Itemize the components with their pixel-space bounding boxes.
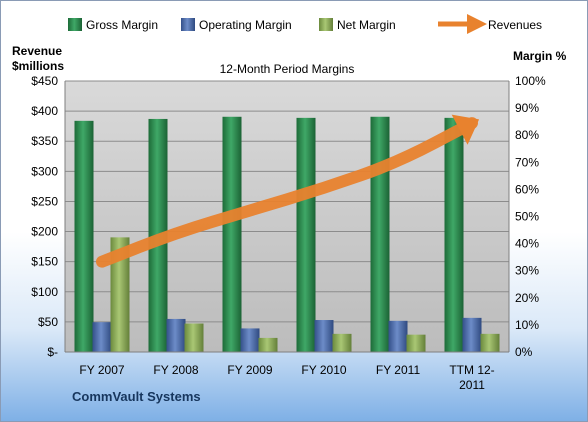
y-right-tick-label: 90% xyxy=(515,101,539,115)
y-left-tick-label: $400 xyxy=(31,104,58,118)
y-right-tick-label: 40% xyxy=(515,237,539,251)
y-right-tick-label: 80% xyxy=(515,128,539,142)
chart-title: 12-Month Period Margins xyxy=(220,62,355,76)
y-left-axis-label-line-1: Revenue xyxy=(12,44,62,58)
legend-label-net-margin: Net Margin xyxy=(337,18,396,32)
y-right-axis-label: Margin % xyxy=(513,49,567,63)
bar-operating-margin xyxy=(462,317,482,352)
bar-gross-margin xyxy=(74,120,94,352)
company-name: CommVault Systems xyxy=(72,389,201,404)
plot-area xyxy=(65,81,509,352)
legend-swatch-gross-margin xyxy=(68,18,82,31)
bar-operating-margin xyxy=(388,320,408,352)
x-category-label: FY 2008 xyxy=(153,363,198,377)
bar-net-margin xyxy=(480,333,500,352)
revenues-arrowhead xyxy=(451,114,480,145)
x-category-label: 2011 xyxy=(459,378,485,392)
bar-gross-margin xyxy=(222,116,242,352)
legend-label-operating-margin: Operating Margin xyxy=(199,18,292,32)
y-right-tick-label: 30% xyxy=(515,264,539,278)
bar-gross-margin xyxy=(296,117,316,352)
y-right-tick-label: 70% xyxy=(515,155,539,169)
y-left-tick-label: $150 xyxy=(31,255,58,269)
bar-operating-margin xyxy=(314,320,334,352)
bar-gross-margin xyxy=(370,116,390,352)
y-left-tick-label: $450 xyxy=(31,74,58,88)
x-category-label: FY 2007 xyxy=(79,363,124,377)
y-left-tick-label: $- xyxy=(47,345,58,359)
bar-net-margin xyxy=(184,323,204,352)
bar-net-margin xyxy=(258,337,278,352)
y-right-tick-label: 50% xyxy=(515,210,539,224)
y-left-tick-label: $100 xyxy=(31,285,58,299)
y-left-tick-label: $350 xyxy=(31,134,58,148)
y-right-tick-label: 10% xyxy=(515,318,539,332)
revenue-series xyxy=(96,114,480,268)
bar-net-margin xyxy=(332,333,352,352)
y-left-axis-label-line-2: $millions xyxy=(12,59,64,73)
bar-operating-margin xyxy=(240,328,260,352)
legend-label-revenues: Revenues xyxy=(488,18,542,32)
y-left-tick-label: $50 xyxy=(38,315,58,329)
x-category-label: FY 2011 xyxy=(376,363,421,377)
axes: $- $50 $100 $150 $200 $250 $300 $350 $400 $450 0% 1… xyxy=(31,74,546,392)
y-left-tick-label: $300 xyxy=(31,164,58,178)
y-left-tick-label: $250 xyxy=(31,194,58,208)
legend: Gross Margin Operating Margin Net Margin… xyxy=(68,14,542,34)
bar-operating-margin xyxy=(166,318,186,352)
x-category-label: FY 2009 xyxy=(227,363,272,377)
bar-gross-margin xyxy=(444,117,464,352)
y-right-tick-label: 20% xyxy=(515,291,539,305)
bar-net-margin xyxy=(406,334,426,352)
y-right-tick-label: 60% xyxy=(515,182,539,196)
bar-operating-margin xyxy=(92,322,112,352)
y-left-tick-label: $200 xyxy=(31,225,58,239)
y-right-tick-label: 100% xyxy=(515,74,546,88)
legend-swatch-net-margin xyxy=(319,18,333,31)
x-category-label: TTM 12- xyxy=(449,363,494,377)
y-right-tick-label: 0% xyxy=(515,345,533,359)
legend-label-gross-margin: Gross Margin xyxy=(86,18,158,32)
bar-net-margin xyxy=(110,237,130,352)
revenues-line xyxy=(96,117,478,268)
x-category-label: FY 2010 xyxy=(301,363,346,377)
legend-swatch-operating-margin xyxy=(181,18,195,31)
